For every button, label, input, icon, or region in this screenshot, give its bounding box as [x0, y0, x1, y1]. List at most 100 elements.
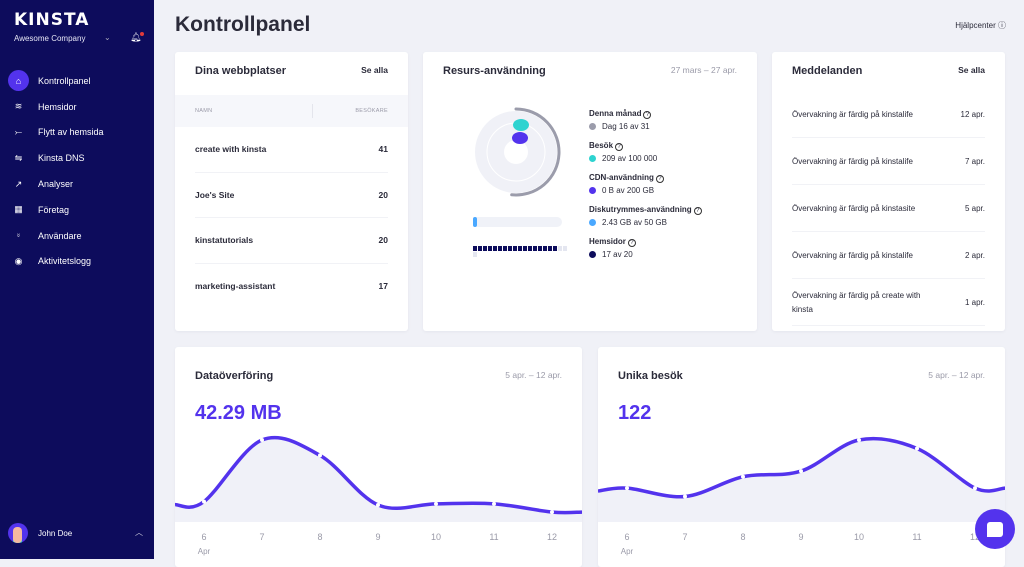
x-tick-label: 7	[682, 532, 687, 542]
sidebar: KINSTA Awesome Company ⌄ 🔔︎ ⌂ Kontrollpan…	[0, 0, 154, 559]
messages-see-all[interactable]: Se alla	[958, 65, 985, 75]
help-center-link[interactable]: Hjälpcenter ⓘ	[955, 20, 1006, 31]
visits-arc	[513, 119, 529, 131]
site-row[interactable]: kinstatutorials 20	[195, 218, 388, 264]
data-point[interactable]	[683, 494, 687, 499]
help-label: Hjälpcenter	[955, 21, 996, 30]
data-point[interactable]	[973, 486, 977, 491]
site-square	[513, 246, 517, 251]
x-tick-label: 6	[624, 532, 629, 542]
col-visitors[interactable]: BESÖKARE	[355, 108, 388, 114]
message-item[interactable]: Övervakning är färdig på kinstasite 5 apr…	[792, 186, 985, 232]
site-name: Joe's Site	[195, 189, 235, 200]
messages-card: Meddelanden Se alla Övervakning är färdi…	[772, 52, 1005, 331]
data-point[interactable]	[202, 499, 206, 504]
sidebar-item-3[interactable]: ⇋ Kinsta DNS	[0, 145, 154, 171]
message-date: 12 apr.	[960, 109, 985, 119]
message-item[interactable]: Övervakning är färdig på kinstalife 12 ap…	[792, 92, 985, 138]
dns-icon: ⇋	[14, 152, 23, 163]
site-square	[493, 246, 497, 251]
chat-button[interactable]	[975, 509, 1015, 549]
site-square	[498, 246, 502, 251]
x-tick-label: 12	[547, 532, 557, 542]
sidebar-item-1[interactable]: ≋ Hemsidor	[0, 94, 154, 120]
site-row[interactable]: Joe's Site 20	[195, 173, 388, 218]
data-point[interactable]	[857, 438, 861, 442]
resource-title: Resurs-användning	[443, 65, 546, 77]
sidebar-item-7[interactable]: ◉ Aktivitetslogg	[0, 249, 154, 275]
legend-label: Besök	[589, 141, 614, 150]
data-point[interactable]	[550, 510, 554, 515]
message-item[interactable]: Övervakning är färdig på kinstalife 2 apr…	[792, 233, 985, 279]
chart-title: Unika besök	[618, 370, 683, 382]
resource-range: 27 mars – 27 apr.	[670, 65, 737, 75]
site-square	[528, 246, 532, 251]
unique-visits-card: Unika besök 5 apr. – 12 apr. 122 6 7 8 9 10 1…	[598, 347, 1005, 567]
sites-usage-squares	[473, 246, 568, 257]
home-icon: ⌂	[8, 70, 29, 92]
legend-item: Hemsidor? 17 av 20	[589, 237, 702, 269]
chart-area	[598, 438, 1005, 522]
sidebar-item-label: Företag	[38, 204, 70, 215]
sidebar-item-label: Kinsta DNS	[38, 153, 85, 164]
help-icon[interactable]: ?	[693, 207, 702, 215]
help-icon[interactable]: ?	[627, 239, 636, 247]
month-arc	[510, 107, 561, 197]
company-switcher[interactable]: Awesome Company	[14, 34, 86, 43]
x-tick-label: 10	[854, 532, 864, 542]
chart-range: 5 apr. – 12 apr.	[505, 370, 562, 380]
bell-icon[interactable]: 🔔︎	[130, 32, 145, 43]
legend-item: Denna månad? Dag 16 av 31	[589, 109, 702, 141]
site-visitors: 20	[378, 235, 388, 246]
migrate-icon: ⤚	[14, 126, 23, 137]
legend-value: 2.43 GB av 50 GB	[602, 218, 667, 227]
legend-dot	[589, 123, 596, 130]
sidebar-item-0[interactable]: ⌂ Kontrollpanel	[0, 68, 154, 94]
help-icon[interactable]: ?	[615, 143, 624, 151]
x-tick-label: 8	[740, 532, 745, 542]
sidebar-item-2[interactable]: ⤚ Flytt av hemsida	[0, 120, 154, 146]
help-icon[interactable]: ?	[643, 111, 652, 119]
site-visitors: 41	[378, 144, 388, 155]
resource-card: Resurs-användning 27 mars – 27 apr. Denn…	[423, 52, 757, 331]
data-point[interactable]	[741, 474, 745, 479]
sites-title: Dina webbplatser	[195, 65, 287, 77]
page-title: Kontrollpanel	[175, 13, 311, 36]
site-square	[488, 246, 492, 251]
col-name[interactable]: NAMN	[195, 108, 213, 114]
chevron-up-icon[interactable]: ︿	[135, 528, 143, 537]
resource-legend: Denna månad? Dag 16 av 31 Besök? 209 av 100…	[589, 109, 702, 269]
data-transfer-chart: 6 7 8 9 10 11 12 Apr	[175, 435, 582, 556]
data-point[interactable]	[376, 502, 380, 507]
legend-label: Denna månad	[589, 109, 642, 118]
user-menu[interactable]: John Doe	[8, 523, 72, 543]
chart-area	[175, 437, 582, 522]
data-point[interactable]	[625, 486, 629, 491]
site-row[interactable]: marketing-assistant 17	[195, 264, 388, 310]
data-point[interactable]	[260, 438, 264, 442]
site-name: create with kinsta	[195, 144, 267, 155]
message-item[interactable]: Övervakning är färdig på kinstalife 7 apr…	[792, 139, 985, 185]
add-user-icon: ⍤	[15, 230, 22, 241]
trend-icon: ↗	[14, 178, 23, 189]
sidebar-item-5[interactable]: ▦ Företag	[0, 197, 154, 223]
sites-see-all[interactable]: Se alla	[361, 65, 388, 75]
sidebar-item-6[interactable]: ⍤ Användare	[0, 223, 154, 249]
message-text: Övervakning är färdig på create with kin…	[792, 290, 921, 314]
data-point[interactable]	[799, 469, 803, 474]
data-point[interactable]	[915, 446, 919, 451]
user-name: John Doe	[38, 528, 73, 538]
data-point[interactable]	[318, 453, 322, 458]
message-item[interactable]: Övervakning är färdig på create with kin…	[792, 280, 985, 326]
help-icon[interactable]: ?	[655, 175, 664, 183]
site-row[interactable]: create with kinsta 41	[195, 127, 388, 173]
data-point[interactable]	[492, 501, 496, 506]
chart-total: 42.29 MB	[195, 402, 282, 424]
data-point[interactable]	[434, 501, 438, 506]
sidebar-item-4[interactable]: ↗ Analyser	[0, 171, 154, 197]
legend-value: 0 B av 200 GB	[602, 186, 655, 195]
kinsta-logo[interactable]: KINSTA	[14, 10, 90, 30]
legend-label: Hemsidor	[589, 237, 626, 246]
resource-ring-chart	[475, 107, 561, 197]
chevron-down-icon[interactable]: ⌄	[104, 33, 111, 42]
